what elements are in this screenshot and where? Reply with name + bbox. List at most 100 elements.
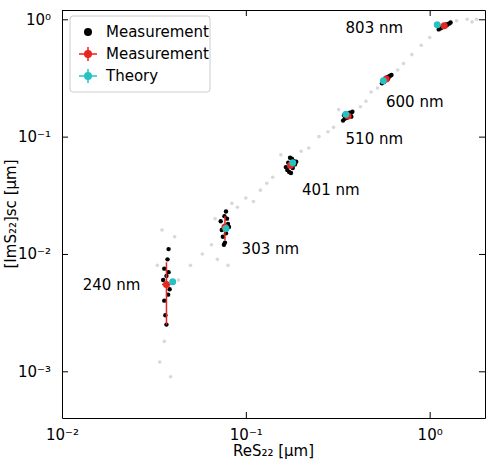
point [288,156,292,160]
axis-line [62,11,63,419]
legend-item: Measurement [84,23,209,41]
annotation: 600 nm [386,93,444,111]
point [265,182,269,186]
tick-label: 10⁻² [18,245,51,263]
legend-symbol [84,28,92,36]
point [222,225,229,232]
point [210,243,214,247]
tick: 10⁻¹ [230,412,263,444]
point [475,17,479,21]
point [236,205,240,209]
point [271,176,275,180]
tick [479,371,485,372]
point [158,360,162,364]
axis-line [63,10,486,11]
tick-mark [479,254,485,255]
legend-frame [70,16,210,92]
tick-mark [479,19,485,20]
annotation: 803 nm [346,19,404,37]
point [470,20,474,24]
x-axis: 10⁻² 10⁻¹ 10⁰ [46,412,486,444]
legend: Measurement Measurement Theory [70,16,210,92]
point [160,228,164,232]
tick [479,19,485,20]
tick-label: 10⁰ [418,426,443,444]
error-bar [166,262,168,324]
x-axis-title: ReS₂₂ [μm] [233,442,314,460]
point [167,287,171,291]
tick [479,137,485,138]
point [341,118,345,122]
point [177,278,181,282]
tick-label: 10⁻¹ [18,128,51,146]
point [364,100,368,104]
tick-mark [62,254,68,255]
point [252,200,256,204]
tick: 10⁻¹ [18,128,68,146]
tick-mark [62,137,68,138]
point [369,90,373,94]
legend-item: Theory [79,67,158,85]
point [441,22,448,29]
legend-label: Measurement [106,23,209,41]
point [166,247,170,251]
chart: 10⁻² 10⁻¹ 10⁰ 10⁻³ 10⁻² 10⁻¹ 10⁰ ReS₂₂ [μm] [ImS… [0,0,500,464]
point [216,258,220,262]
point [219,219,223,223]
tick-label: 10⁰ [26,11,51,29]
point [419,44,423,48]
annotation: 240 nm [83,276,141,294]
point [465,17,469,21]
point [259,188,263,192]
point [162,340,166,344]
tick [430,10,431,16]
annotation: 401 nm [302,181,360,199]
point [428,36,432,40]
tick-label: 10⁻¹ [230,426,263,444]
point [230,202,234,206]
tick: 10⁻³ [18,363,68,381]
tick-label: 10⁻³ [18,363,51,381]
tick-label: 10⁻² [46,426,79,444]
point [289,171,293,175]
tick-mark [246,412,247,418]
tick-mark [430,10,431,16]
tick: 10⁻² [18,245,68,263]
point [213,217,217,221]
tick [479,254,485,255]
point [342,111,349,118]
tick-mark [62,19,68,20]
point [201,252,205,256]
y-axis-right [479,11,486,419]
point [169,375,173,379]
axis-line [485,11,486,419]
legend-symbol [84,72,92,80]
legend-symbol [84,50,92,58]
legend-item: Measurement [79,45,209,63]
point [165,257,169,261]
point [396,68,400,72]
tick [246,10,247,16]
point [410,53,414,57]
point [244,196,248,200]
axis-line [63,418,486,419]
y-axis: 10⁻³ 10⁻² 10⁻¹ 10⁰ [18,11,68,419]
point [226,264,230,268]
point [402,62,406,66]
legend-label: Theory [105,67,158,85]
point [173,235,177,239]
point [289,159,296,166]
point [156,264,160,268]
point [299,149,303,153]
point [337,108,341,112]
tick: 10⁰ [26,11,68,29]
point [332,126,336,130]
point [317,135,321,139]
point [455,19,459,23]
point [279,153,283,157]
annotation: 510 nm [346,130,404,148]
annotation: 303 nm [242,240,300,258]
tick-mark [246,10,247,16]
point [434,21,441,28]
y-axis-title: [ImS₂₂]sc [μm] [2,160,20,269]
